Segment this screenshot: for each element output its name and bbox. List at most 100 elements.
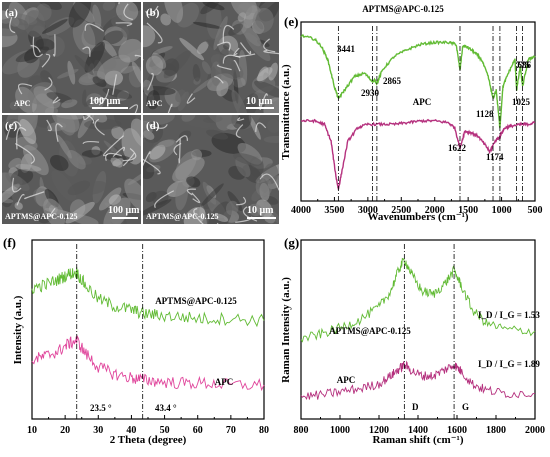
sem-texture-blob bbox=[49, 154, 69, 171]
sem-texture-edge bbox=[123, 3, 133, 21]
sem-texture-blob bbox=[143, 139, 155, 155]
sem-texture-blob bbox=[81, 149, 103, 158]
sem-texture-blob bbox=[162, 58, 180, 77]
sem-texture-edge bbox=[5, 121, 22, 140]
sem-texture-edge bbox=[83, 115, 91, 121]
x-tick-label: 2000 bbox=[425, 205, 445, 216]
sem-texture-edge bbox=[147, 72, 154, 91]
sem-texture-edge bbox=[167, 103, 173, 113]
sem-sample-c: APTMS@APC-0.125 bbox=[5, 212, 78, 221]
sem-texture-edge bbox=[103, 135, 124, 157]
sem-texture-edge bbox=[50, 207, 56, 217]
sem-texture-blob bbox=[14, 202, 23, 210]
sem-texture-blob bbox=[252, 7, 274, 33]
sem-texture-blob bbox=[116, 2, 139, 22]
sem-texture-blob bbox=[9, 101, 19, 110]
x-tick-label: 800 bbox=[294, 425, 309, 436]
sem-texture-edge bbox=[149, 124, 168, 129]
sem-texture-blob bbox=[206, 129, 229, 140]
ratio-label: I_D / I_G = 1.53 bbox=[478, 310, 540, 320]
x-tick-label: 80 bbox=[259, 425, 269, 436]
x-tick-label: 1000 bbox=[330, 425, 350, 436]
sem-texture-blob bbox=[118, 38, 141, 63]
sem-texture-edge bbox=[222, 54, 241, 64]
series-label-apc: APC bbox=[215, 377, 234, 387]
x-tick-label: 1400 bbox=[408, 425, 428, 436]
sem-texture-edge bbox=[15, 143, 35, 164]
raman-chart: (g) 800 1000 1200 1400 1600 1800 2000 Raman shif… bbox=[280, 235, 545, 446]
sem-texture-blob bbox=[172, 157, 205, 183]
band-label: D bbox=[412, 402, 419, 412]
x-tick-label: 3000 bbox=[358, 205, 378, 216]
sem-texture-blob bbox=[84, 41, 106, 73]
x-axis-label: Raman shift (cm⁻¹) bbox=[373, 434, 464, 446]
sem-texture-edge bbox=[145, 5, 159, 16]
peak-label: 23.5 ° bbox=[90, 403, 112, 413]
sem-texture-blob bbox=[158, 139, 175, 148]
sem-texture-edge bbox=[143, 150, 151, 167]
ftir-chart: (e) 4000 3500 3000 2500 2000 1500 1000 500 Wavenu… bbox=[280, 4, 543, 223]
sem-texture-blob bbox=[8, 157, 22, 169]
sem-texture-blob bbox=[237, 12, 247, 22]
series-label-aptms: APTMS@APC-0.125 bbox=[362, 4, 444, 14]
sem-texture-blob bbox=[176, 115, 211, 129]
sem-texture-blob bbox=[143, 199, 172, 217]
sem-texture-blob bbox=[200, 183, 224, 207]
sem-texture-blob bbox=[127, 168, 141, 186]
sem-texture-edge bbox=[98, 88, 110, 106]
sem-texture-blob bbox=[43, 198, 66, 224]
sem-texture-blob bbox=[2, 198, 14, 204]
y-axis-label: Transmittance (a.u.) bbox=[280, 64, 292, 160]
sem-texture-edge bbox=[129, 104, 139, 113]
sem-texture-blob bbox=[130, 118, 141, 149]
sem-texture-b bbox=[143, 2, 279, 113]
sem-texture-blob bbox=[151, 52, 167, 69]
sem-texture-blob bbox=[227, 191, 243, 212]
x-tick-label: 60 bbox=[193, 425, 203, 436]
sem-texture-edge bbox=[52, 34, 56, 57]
sem-texture-blob bbox=[35, 38, 56, 51]
sem-texture-blob bbox=[267, 118, 279, 133]
series-line-aptms bbox=[31, 267, 265, 328]
sem-texture-blob bbox=[67, 150, 86, 170]
x-tick-label: 3500 bbox=[324, 205, 344, 216]
sem-texture-blob bbox=[102, 39, 118, 58]
sem-texture-blob bbox=[210, 54, 244, 80]
series-label-aptms: APTMS@APC-0.125 bbox=[329, 326, 411, 336]
sem-texture-blob bbox=[213, 16, 228, 50]
sem-texture-blob bbox=[72, 19, 96, 55]
x-tick-label: 50 bbox=[160, 425, 170, 436]
sem-texture-blob bbox=[56, 115, 76, 136]
sem-texture-blob bbox=[202, 2, 225, 11]
sem-texture-edge bbox=[86, 115, 95, 124]
sem-texture-blob bbox=[201, 61, 212, 75]
sem-texture-edge bbox=[186, 188, 196, 196]
sem-texture-edge bbox=[178, 138, 181, 164]
sem-texture-blob bbox=[239, 2, 261, 14]
peak-label: 1174 bbox=[486, 152, 504, 162]
sem-texture-edge bbox=[263, 49, 279, 55]
sem-texture-edge bbox=[154, 190, 175, 209]
sem-texture-edge bbox=[240, 42, 252, 55]
sem-texture-blob bbox=[146, 90, 161, 110]
sem-texture-blob bbox=[143, 25, 156, 48]
panel-label-d: (d) bbox=[146, 120, 160, 132]
sem-texture-blob bbox=[248, 115, 261, 140]
sem-texture-edge bbox=[17, 83, 33, 95]
sem-texture-blob bbox=[2, 17, 29, 37]
sem-panel-a bbox=[2, 2, 141, 113]
scale-bar-label-b: 10 μm bbox=[246, 96, 273, 107]
sem-texture-edge bbox=[11, 177, 22, 193]
peak-label: 3441 bbox=[337, 44, 356, 54]
sem-texture-blob bbox=[61, 99, 78, 109]
x-tick-label: 4000 bbox=[291, 205, 311, 216]
sem-texture-edge bbox=[94, 118, 105, 136]
sem-texture-edge bbox=[32, 36, 44, 58]
sem-texture-edge bbox=[55, 123, 63, 142]
sem-texture-blob bbox=[46, 92, 73, 104]
sem-texture-edge bbox=[146, 22, 163, 44]
sem-texture-blob bbox=[254, 80, 279, 99]
peak-label: 2930 bbox=[361, 88, 380, 98]
peak-label: 686 bbox=[518, 60, 532, 70]
